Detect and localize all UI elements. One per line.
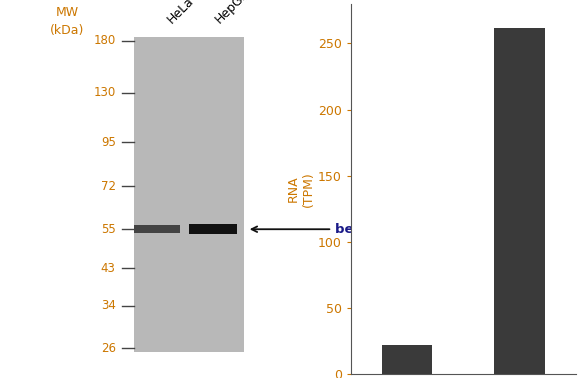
Text: 180: 180 <box>93 34 116 47</box>
Text: 130: 130 <box>93 86 116 99</box>
Text: 43: 43 <box>101 262 116 275</box>
Text: HeLa: HeLa <box>165 0 197 26</box>
Bar <box>134 37 244 352</box>
Text: 34: 34 <box>101 299 116 312</box>
Y-axis label: RNA
(TPM): RNA (TPM) <box>287 171 315 207</box>
Bar <box>134 225 180 233</box>
Text: 95: 95 <box>101 136 116 149</box>
Text: 26: 26 <box>101 342 116 355</box>
Bar <box>495 28 545 374</box>
Text: (kDa): (kDa) <box>49 24 84 37</box>
Bar <box>189 225 237 234</box>
Text: MW: MW <box>55 6 79 19</box>
Text: 55: 55 <box>101 223 116 236</box>
Text: beta Tubulin 3/ Tuj1: beta Tubulin 3/ Tuj1 <box>335 223 482 236</box>
Text: HepG2: HepG2 <box>213 0 253 26</box>
Bar <box>382 345 432 374</box>
Text: 72: 72 <box>101 180 116 193</box>
